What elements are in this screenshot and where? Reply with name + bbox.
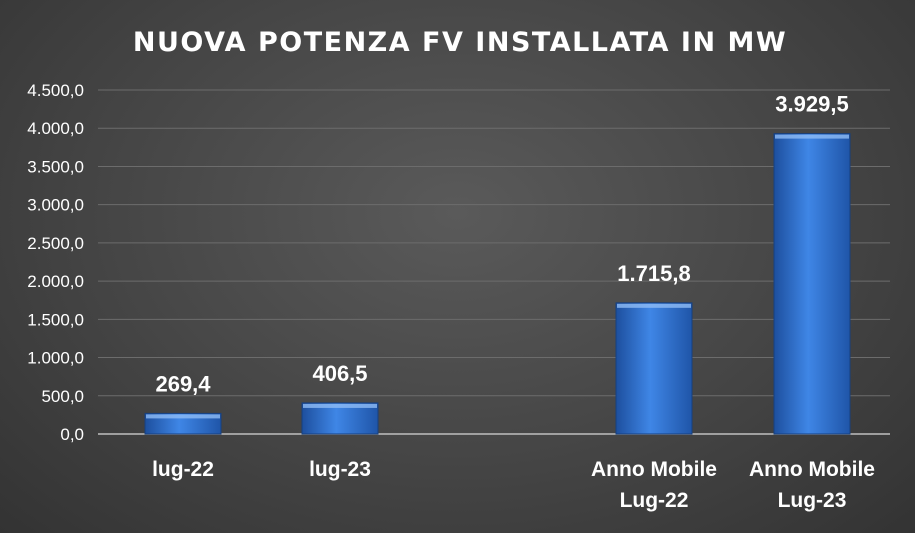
bar (144, 412, 222, 435)
category-label: Lug-22 (620, 489, 689, 512)
category-label: Anno Mobile (591, 458, 717, 481)
bar-highlight (303, 403, 377, 408)
data-label: 3.929,5 (775, 92, 848, 117)
chart-title: NUOVA POTENZA FV INSTALLATA IN MW (133, 27, 787, 58)
category-label: Lug-23 (778, 489, 847, 512)
category-label: lug-22 (152, 458, 214, 481)
y-axis-tick-labels: 0,0 500,0 1.000,0 1.500,0 2.000,0 2.500,0 3.00… (27, 81, 84, 444)
y-tick-label: 1.500,0 (27, 310, 84, 329)
data-labels: 269,4 406,5 1.715,8 3.929,5 (155, 92, 848, 397)
y-tick-label: 500,0 (41, 387, 84, 406)
bar (301, 402, 379, 435)
bar-highlight (617, 303, 691, 308)
y-tick-label: 4.000,0 (27, 119, 84, 138)
bars (144, 133, 851, 435)
x-axis-category-labels: lug-22 lug-23 Anno Mobile Lug-22 Anno Mobile… (152, 458, 875, 512)
data-label: 406,5 (312, 361, 367, 386)
bar (773, 133, 851, 435)
category-label: lug-23 (309, 458, 371, 481)
y-tick-label: 2.000,0 (27, 272, 84, 291)
y-tick-label: 4.500,0 (27, 81, 84, 100)
y-tick-label: 0,0 (60, 425, 84, 444)
y-tick-label: 3.500,0 (27, 157, 84, 176)
gridlines (98, 89, 890, 435)
bar-highlight (146, 414, 220, 419)
bar (615, 302, 693, 435)
y-tick-label: 3.000,0 (27, 196, 84, 215)
data-label: 269,4 (155, 371, 211, 396)
y-tick-label: 1.000,0 (27, 349, 84, 368)
y-tick-label: 2.500,0 (27, 234, 84, 253)
category-label: Anno Mobile (749, 458, 875, 481)
bar-highlight (775, 134, 849, 139)
data-label: 1.715,8 (617, 261, 690, 286)
